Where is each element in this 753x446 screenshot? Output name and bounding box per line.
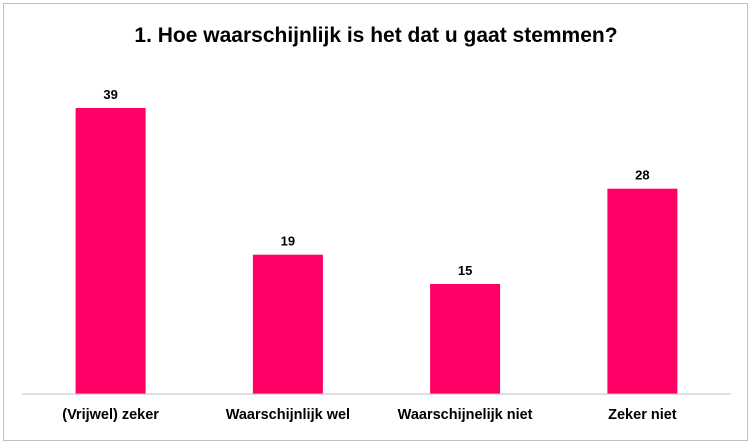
bar-2 [252, 254, 323, 394]
value-labels-layer: 39 19 15 28 [103, 87, 649, 278]
bars-layer [75, 108, 678, 394]
bar-4 [607, 188, 678, 394]
data-label-4: 28 [635, 168, 649, 183]
chart-title: 1. Hoe waarschijnlijk is het dat u gaat … [134, 24, 617, 47]
data-label-1: 39 [103, 87, 117, 102]
data-label-3: 15 [458, 263, 472, 278]
category-labels-layer: (Vrijwel) zeker Waarschijnlijk wel Waarsch… [62, 407, 677, 423]
data-label-2: 19 [281, 234, 295, 249]
bar-1 [75, 108, 146, 394]
bar-3 [430, 284, 501, 394]
category-label-4: Zeker niet [608, 407, 677, 423]
category-label-2: Waarschijnlijk wel [226, 407, 350, 423]
category-label-3: Waarschijnelijk niet [398, 407, 533, 423]
category-label-1: (Vrijwel) zeker [62, 407, 159, 423]
